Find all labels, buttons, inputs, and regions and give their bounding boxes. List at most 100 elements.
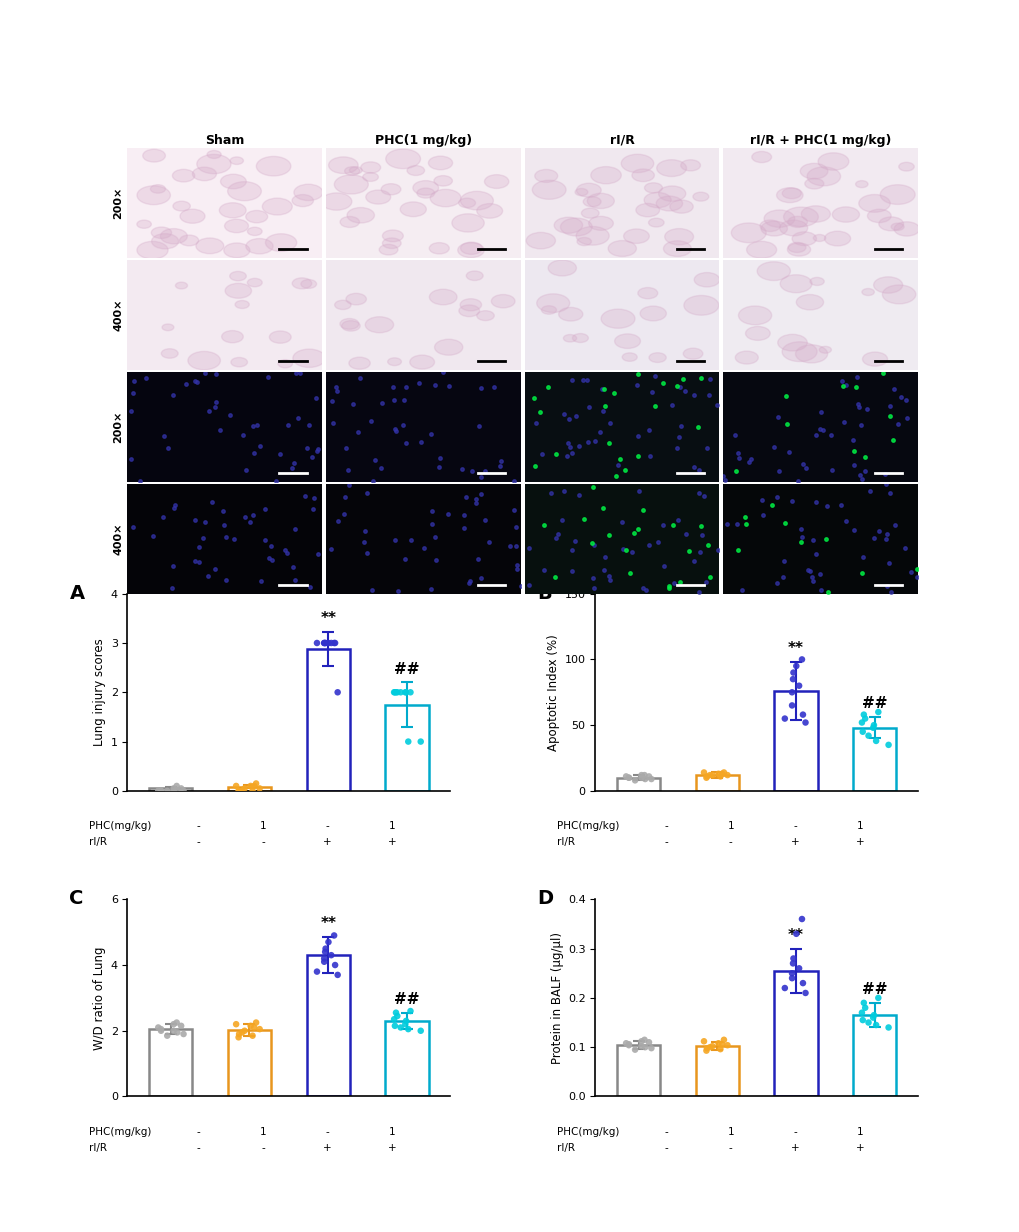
Circle shape	[881, 285, 915, 304]
Circle shape	[623, 229, 649, 244]
Circle shape	[230, 357, 248, 367]
Point	[326, 633, 342, 653]
Point	[387, 683, 404, 702]
Circle shape	[193, 168, 216, 181]
Point	[412, 732, 428, 752]
Point	[637, 769, 653, 788]
Point	[165, 1014, 181, 1034]
Point	[230, 1024, 247, 1044]
Point	[252, 1019, 268, 1039]
Circle shape	[534, 170, 557, 182]
Point	[865, 716, 881, 736]
Circle shape	[581, 208, 598, 218]
Point	[794, 705, 810, 724]
Bar	[385, 1021, 428, 1096]
Circle shape	[225, 283, 252, 298]
Point	[855, 993, 871, 1013]
Text: -: -	[663, 837, 667, 848]
Point	[637, 1037, 653, 1057]
Point	[387, 1003, 404, 1023]
Point	[397, 683, 414, 702]
Circle shape	[692, 192, 708, 201]
Circle shape	[576, 227, 608, 245]
Point	[853, 1003, 869, 1023]
Text: -: -	[663, 1127, 667, 1137]
Circle shape	[162, 324, 173, 330]
Bar	[773, 971, 817, 1096]
Circle shape	[476, 203, 502, 218]
Text: rI/R: rI/R	[556, 837, 574, 848]
Title: rI/R: rI/R	[609, 134, 634, 147]
Point	[855, 705, 871, 724]
Y-axis label: 200×: 200×	[113, 186, 123, 219]
Circle shape	[894, 222, 918, 237]
Circle shape	[291, 278, 312, 288]
Point	[153, 781, 169, 801]
Circle shape	[796, 294, 822, 310]
Text: 1: 1	[388, 1127, 395, 1137]
Circle shape	[387, 357, 401, 366]
Text: -: -	[325, 1127, 329, 1137]
Circle shape	[224, 219, 249, 233]
Circle shape	[151, 227, 171, 239]
Text: -: -	[197, 1127, 200, 1137]
Text: PHC(mg/kg): PHC(mg/kg)	[89, 1127, 151, 1137]
Circle shape	[160, 229, 187, 244]
Circle shape	[137, 186, 170, 205]
Text: D: D	[537, 890, 553, 908]
Point	[701, 1037, 717, 1057]
Text: ##: ##	[861, 982, 887, 997]
Circle shape	[879, 185, 914, 205]
Point	[399, 1019, 416, 1039]
Circle shape	[866, 209, 891, 223]
Circle shape	[577, 238, 591, 245]
Title: PHC(1 mg/kg): PHC(1 mg/kg)	[375, 134, 472, 147]
Circle shape	[558, 308, 582, 322]
Bar	[385, 705, 428, 791]
Point	[329, 683, 345, 702]
Point	[709, 1034, 726, 1053]
Point	[236, 779, 253, 798]
Point	[327, 633, 343, 653]
Circle shape	[662, 240, 691, 256]
Point	[316, 952, 332, 972]
Circle shape	[466, 271, 483, 281]
Point	[246, 776, 262, 796]
Circle shape	[759, 221, 780, 232]
Bar	[695, 775, 738, 791]
Point	[711, 766, 728, 786]
Text: ##: ##	[861, 696, 887, 711]
Circle shape	[428, 156, 452, 170]
Point	[401, 1002, 418, 1021]
Circle shape	[861, 288, 873, 296]
Point	[621, 768, 637, 787]
Point	[869, 988, 886, 1008]
Point	[230, 1027, 247, 1047]
Circle shape	[363, 172, 378, 181]
Circle shape	[350, 166, 362, 174]
Circle shape	[583, 197, 600, 207]
Point	[859, 726, 875, 745]
Text: 1: 1	[260, 822, 266, 832]
Text: A: A	[69, 584, 85, 602]
Point	[317, 939, 333, 958]
Point	[228, 776, 245, 796]
Circle shape	[219, 203, 246, 218]
Circle shape	[256, 156, 290, 176]
Point	[230, 781, 247, 801]
Circle shape	[246, 239, 273, 254]
Title: Sham: Sham	[205, 134, 245, 147]
Circle shape	[334, 301, 351, 309]
Circle shape	[413, 181, 438, 195]
Circle shape	[779, 221, 807, 235]
Point	[856, 708, 872, 728]
Circle shape	[655, 196, 682, 211]
Circle shape	[795, 345, 826, 363]
Circle shape	[321, 193, 352, 211]
Circle shape	[334, 175, 368, 193]
Bar	[307, 649, 350, 791]
Circle shape	[818, 346, 830, 354]
Text: **: **	[320, 611, 336, 626]
Point	[316, 633, 332, 653]
Circle shape	[366, 190, 390, 205]
